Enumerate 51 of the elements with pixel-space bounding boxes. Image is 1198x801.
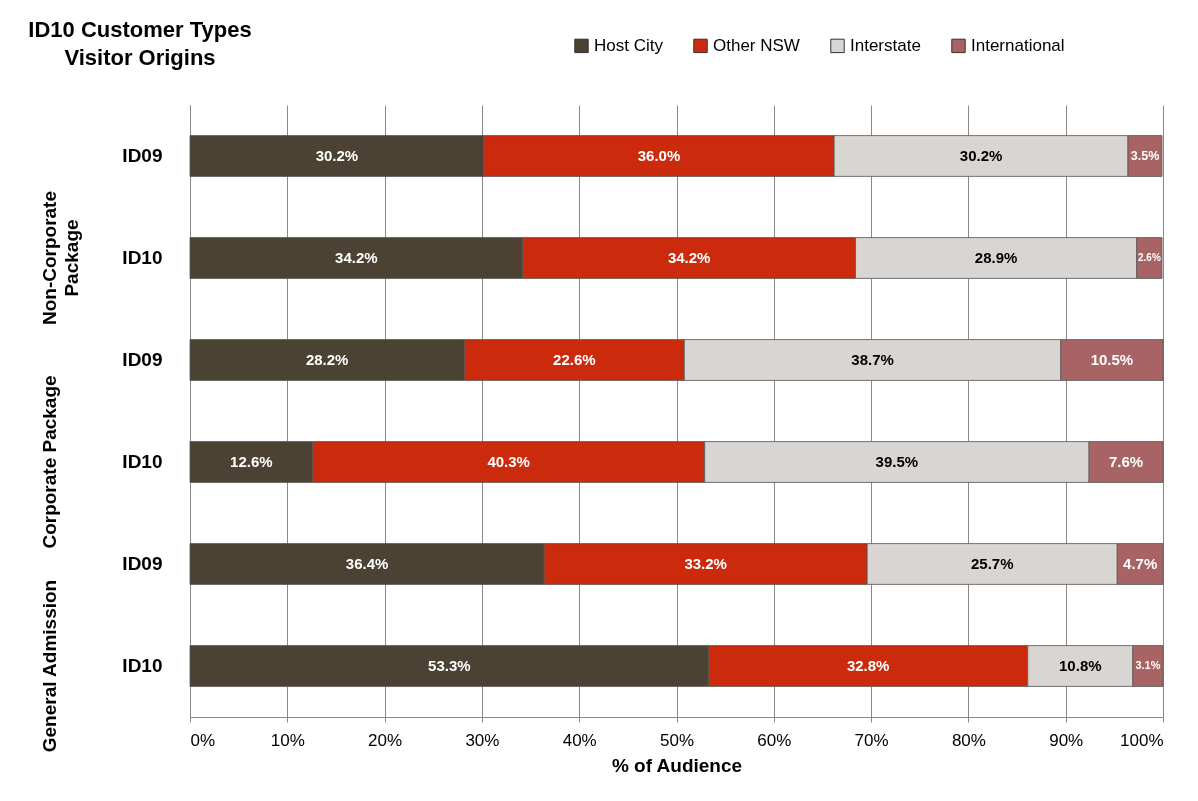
legend-label: Other NSW [713,35,800,55]
x-tick-label: 70% [854,730,889,750]
text: General Admission [39,579,60,753]
legend-label: Host City [594,35,664,55]
x-tick-label: 80% [951,730,986,750]
data-label: 28.9% [974,249,1018,266]
x-tick-label: 100% [1120,730,1164,750]
data-label: 10.8% [1059,657,1102,674]
x-tick-label: 30% [465,730,500,750]
data-label: 38.7% [851,351,894,368]
x-tick-label: 50% [659,730,695,750]
data-label: 28.2% [305,351,349,368]
data-label: 34.2% [667,249,711,266]
data-label: 2.6% [1137,252,1161,263]
x-tick-label: 90% [1049,730,1084,750]
data-label: 22.6% [553,351,596,368]
data-label: 25.7% [970,555,1014,572]
data-label: 7.6% [1108,453,1144,470]
x-tick-label: 10% [270,730,305,750]
x-tick-label: 60% [757,730,792,750]
data-label: 36.0% [637,147,681,164]
data-label: 4.7% [1123,555,1158,572]
x-tick-label: 0% [190,730,216,750]
y-tick-label: ID10 [122,655,163,676]
text: Corporate Package [39,375,60,549]
y-tick-label: ID10 [122,451,163,472]
data-label: 3.1% [1135,659,1161,671]
x-axis-title: % of Audience [611,754,743,776]
y-tick-label: ID09 [122,553,163,574]
chart-subtitle: Visitor Origins [64,45,216,70]
legend-label: Interstate [850,35,921,55]
data-label: 12.6% [230,453,273,470]
data-label: 30.2% [959,147,1003,164]
data-label: 30.2% [315,147,359,164]
y-tick-label: ID09 [122,349,163,370]
data-label: 36.4% [345,555,389,572]
data-label: 40.3% [487,453,530,470]
data-label: 32.8% [846,657,890,674]
data-label: 34.2% [335,249,378,266]
chart-title: ID10 Customer Types [28,17,252,42]
y-tick-label: ID09 [122,145,163,166]
data-label: 53.3% [428,657,471,674]
legend-label: International [971,35,1065,55]
x-tick-label: 40% [562,730,597,750]
data-label: 3.5% [1130,149,1160,163]
data-label: 10.5% [1090,351,1134,368]
y-tick-label: ID10 [122,247,163,268]
data-label: 33.2% [684,555,727,572]
data-label: 39.5% [875,453,919,470]
text: Non-Corporate Package [39,190,82,326]
x-tick-label: 20% [368,730,403,750]
